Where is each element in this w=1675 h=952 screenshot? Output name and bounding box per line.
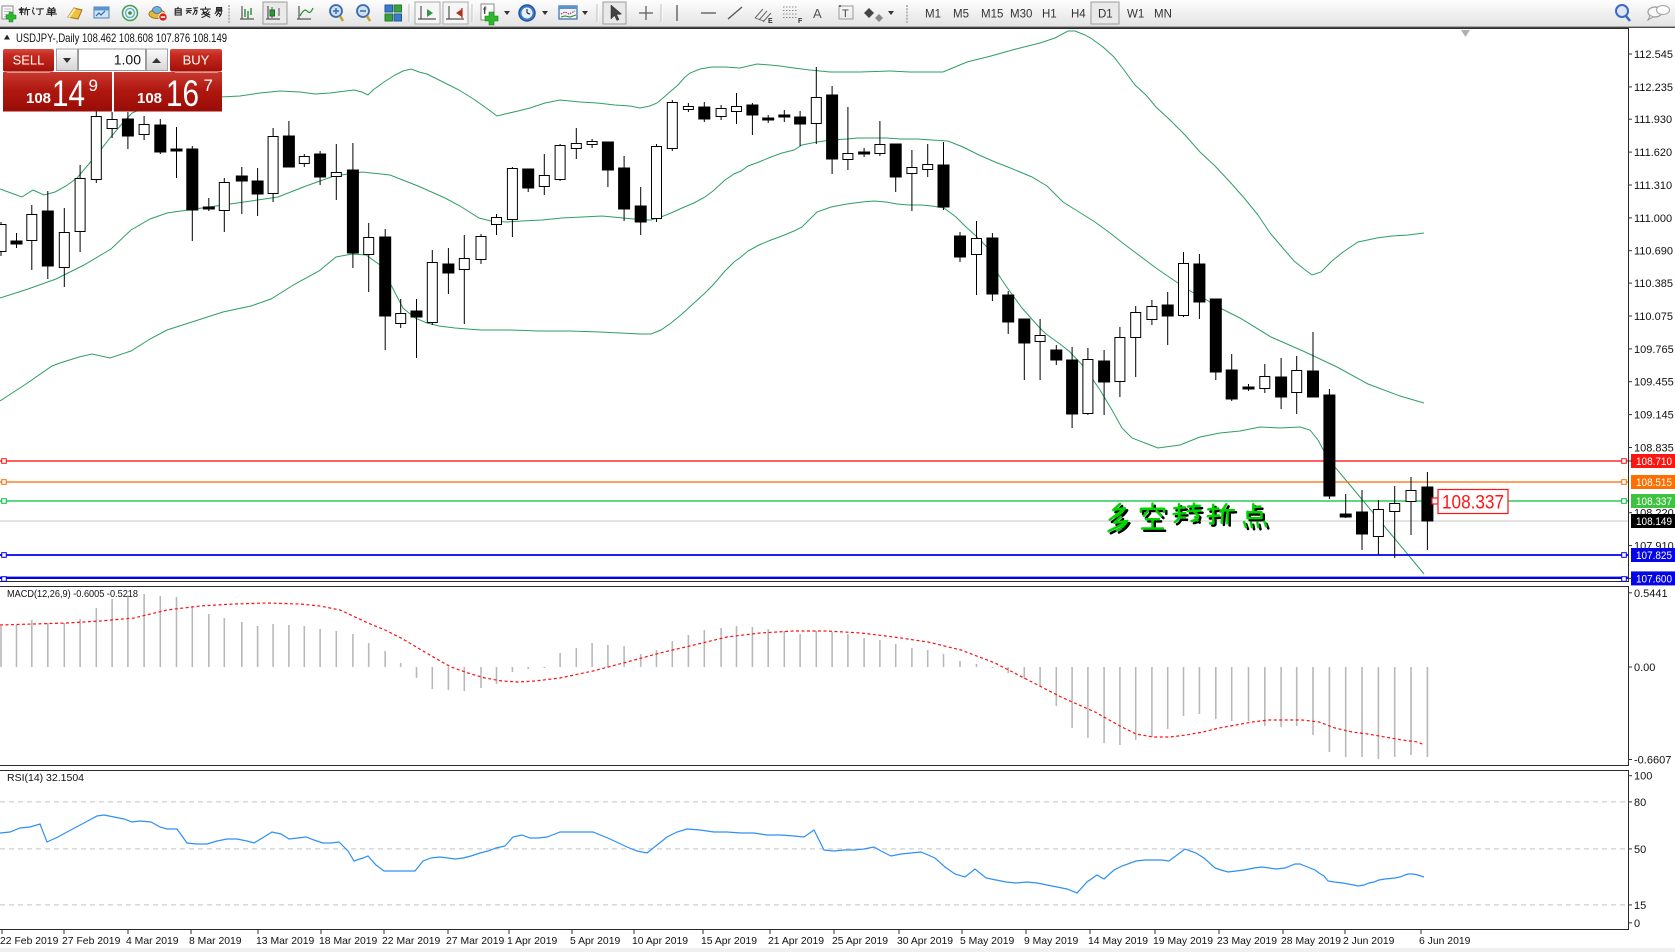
svg-text:A: A <box>813 6 822 21</box>
svg-text:M5: M5 <box>953 9 969 21</box>
svg-text:109.765: 109.765 <box>1634 344 1674 356</box>
svg-text:14 May 2019: 14 May 2019 <box>1088 936 1148 947</box>
svg-text:108: 108 <box>26 90 51 107</box>
svg-text:108.835: 108.835 <box>1634 443 1674 455</box>
svg-text:107.825: 107.825 <box>1636 550 1672 562</box>
svg-text:M15: M15 <box>981 9 1003 21</box>
svg-text:108.337: 108.337 <box>1636 496 1672 508</box>
svg-text:22 Mar 2019: 22 Mar 2019 <box>382 936 441 947</box>
svg-text:108.149: 108.149 <box>1636 516 1672 528</box>
svg-text:15 Apr 2019: 15 Apr 2019 <box>701 936 757 947</box>
svg-text:110.690: 110.690 <box>1634 246 1673 258</box>
svg-text:22 Feb 2019: 22 Feb 2019 <box>0 936 59 947</box>
svg-text:-0.6607: -0.6607 <box>1634 755 1671 767</box>
svg-text:1.00: 1.00 <box>114 52 141 68</box>
svg-text:108.337: 108.337 <box>1442 492 1504 514</box>
svg-text:7: 7 <box>204 76 213 95</box>
svg-text:107.600: 107.600 <box>1636 574 1672 586</box>
svg-text:M1: M1 <box>925 9 941 21</box>
svg-text:T: T <box>842 8 849 20</box>
svg-text:19 May 2019: 19 May 2019 <box>1153 936 1213 947</box>
svg-text:109.145: 109.145 <box>1634 410 1674 422</box>
svg-text:111.310: 111.310 <box>1634 180 1672 192</box>
svg-text:30 Apr 2019: 30 Apr 2019 <box>897 936 953 947</box>
svg-text:111.620: 111.620 <box>1634 147 1672 159</box>
svg-text:112.235: 112.235 <box>1634 82 1673 94</box>
svg-text:110.075: 110.075 <box>1634 311 1673 323</box>
svg-text:2 Jun 2019: 2 Jun 2019 <box>1343 936 1395 947</box>
svg-text:18 Mar 2019: 18 Mar 2019 <box>319 936 378 947</box>
svg-text:80: 80 <box>1634 797 1646 809</box>
svg-text:21 Apr 2019: 21 Apr 2019 <box>768 936 824 947</box>
svg-text:1 Apr 2019: 1 Apr 2019 <box>507 936 557 947</box>
svg-text:5 Apr 2019: 5 Apr 2019 <box>570 936 620 947</box>
svg-text:108.515: 108.515 <box>1636 477 1672 489</box>
svg-text:6 Jun 2019: 6 Jun 2019 <box>1419 936 1471 947</box>
svg-text:50: 50 <box>1634 844 1646 856</box>
svg-text:4 Mar 2019: 4 Mar 2019 <box>126 936 179 947</box>
svg-text:8 Mar 2019: 8 Mar 2019 <box>189 936 242 947</box>
svg-text:112.545: 112.545 <box>1634 49 1673 61</box>
svg-text:MN: MN <box>1154 9 1172 21</box>
svg-text:0.5441: 0.5441 <box>1634 588 1668 600</box>
svg-text:16: 16 <box>166 73 199 114</box>
svg-text:109.455: 109.455 <box>1634 377 1674 389</box>
svg-text:10 Apr 2019: 10 Apr 2019 <box>632 936 688 947</box>
svg-text:0.00: 0.00 <box>1634 662 1655 674</box>
svg-text:13 Mar 2019: 13 Mar 2019 <box>256 936 315 947</box>
svg-text:W1: W1 <box>1127 9 1144 21</box>
svg-text:9: 9 <box>89 76 98 95</box>
svg-text:28 May 2019: 28 May 2019 <box>1281 936 1341 947</box>
svg-text:111.000: 111.000 <box>1634 213 1672 225</box>
svg-text:F: F <box>798 18 803 25</box>
svg-text:USDJPY-,Daily 108.462 108.608: USDJPY-,Daily 108.462 108.608 107.876 10… <box>16 31 227 45</box>
svg-text:110.385: 110.385 <box>1634 278 1673 290</box>
svg-text:108.710: 108.710 <box>1636 456 1672 468</box>
svg-text:SELL: SELL <box>13 53 45 68</box>
svg-text:108: 108 <box>137 90 162 107</box>
svg-text:23 May 2019: 23 May 2019 <box>1217 936 1277 947</box>
svg-text:RSI(14) 32.1504: RSI(14) 32.1504 <box>7 772 84 784</box>
svg-text:27 Feb 2019: 27 Feb 2019 <box>62 936 121 947</box>
svg-text:25 Apr 2019: 25 Apr 2019 <box>832 936 888 947</box>
svg-text:15: 15 <box>1634 900 1646 912</box>
svg-text:111.930: 111.930 <box>1634 114 1672 126</box>
svg-text:D1: D1 <box>1098 9 1113 21</box>
svg-text:0: 0 <box>1634 918 1640 930</box>
svg-text:14: 14 <box>52 73 85 114</box>
svg-text:100: 100 <box>1634 771 1652 783</box>
svg-text:27 Mar 2019: 27 Mar 2019 <box>446 936 505 947</box>
svg-text:MACD(12,26,9) -0.6005 -0.5218: MACD(12,26,9) -0.6005 -0.5218 <box>7 588 138 600</box>
svg-text:BUY: BUY <box>183 53 210 68</box>
svg-text:H1: H1 <box>1042 9 1057 21</box>
svg-text:H4: H4 <box>1071 9 1086 21</box>
svg-text:E: E <box>768 18 773 25</box>
svg-text:f: f <box>483 6 487 17</box>
svg-text:5 May 2019: 5 May 2019 <box>960 936 1015 947</box>
svg-text:M30: M30 <box>1010 9 1032 21</box>
svg-text:9 May 2019: 9 May 2019 <box>1024 936 1079 947</box>
